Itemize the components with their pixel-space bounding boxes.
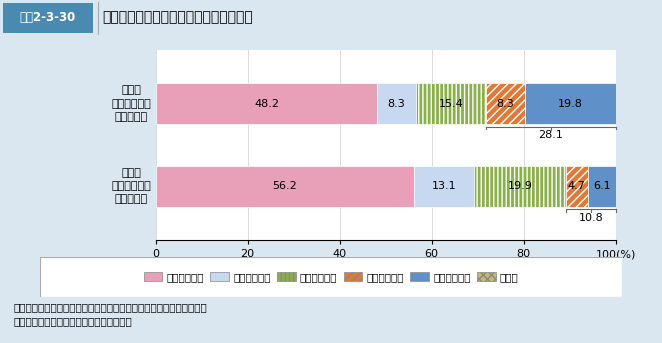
Text: 19.9: 19.9 [508, 181, 533, 191]
Bar [416, 83, 487, 124]
Bar [414, 166, 475, 207]
Text: 28.1: 28.1 [539, 130, 563, 140]
Text: 朝食及び夕食を家族と一緒に食べる頻度: 朝食及び夕食を家族と一緒に食べる頻度 [103, 10, 254, 24]
Text: 56.2: 56.2 [273, 181, 297, 191]
Bar [475, 166, 566, 207]
Text: 8.3: 8.3 [387, 98, 405, 108]
Text: 朝食を
家族と一緒に
陀べる頻度: 朝食を 家族と一緒に 陀べる頻度 [111, 85, 151, 122]
Text: 6.1: 6.1 [592, 181, 610, 191]
Bar [588, 166, 616, 207]
Bar [156, 166, 414, 207]
Text: 19.8: 19.8 [557, 98, 583, 108]
Text: 夕食を
家族と一緒に
陀べる頻度: 夕食を 家族と一緒に 陀べる頻度 [111, 168, 151, 204]
Text: 10.8: 10.8 [579, 213, 603, 223]
FancyBboxPatch shape [40, 257, 622, 297]
Text: 4.7: 4.7 [568, 181, 586, 191]
Text: 図表2-3-30: 図表2-3-30 [20, 11, 75, 24]
Bar [524, 83, 616, 124]
Text: 15.4: 15.4 [438, 98, 463, 108]
FancyBboxPatch shape [3, 3, 93, 33]
Legend: ほとんど毎日, 週に４～５日, 週に２～３日, 週に１日程度, ほとんどない, 無回答: ほとんど毎日, 週に４～５日, 週に２～３日, 週に１日程度, ほとんどない, … [144, 272, 518, 282]
Bar [377, 83, 416, 124]
Bar [566, 166, 588, 207]
Text: 資料：内閣府「食育に関する意識調査報告書」（平成２５年１２月）
（注）　対象は、家族と同居している者。: 資料：内閣府「食育に関する意識調査報告書」（平成２５年１２月） （注） 対象は、… [13, 302, 207, 326]
Text: 8.3: 8.3 [496, 98, 514, 108]
Bar [156, 83, 377, 124]
Bar [487, 83, 524, 124]
Text: 48.2: 48.2 [254, 98, 279, 108]
Text: 13.1: 13.1 [432, 181, 457, 191]
